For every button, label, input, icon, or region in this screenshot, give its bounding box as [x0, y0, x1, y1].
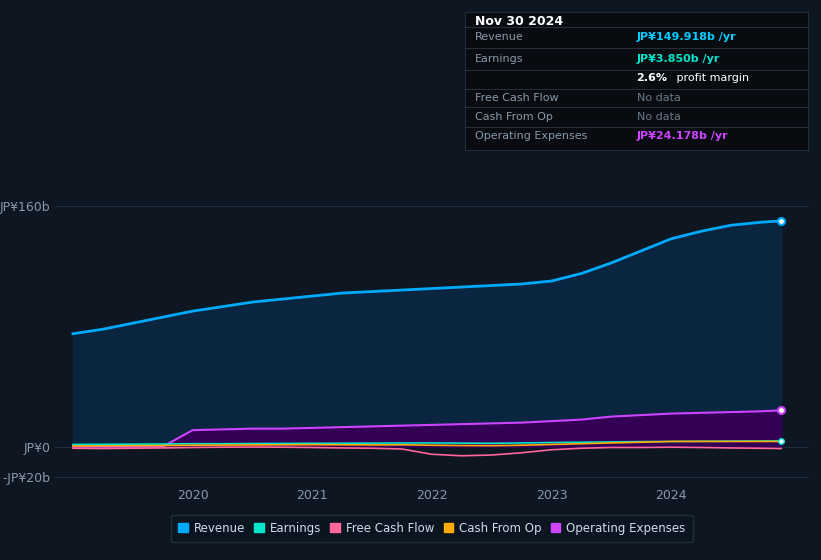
- Text: Cash From Op: Cash From Op: [475, 112, 553, 122]
- Text: JP¥149.918b /yr: JP¥149.918b /yr: [636, 32, 736, 42]
- Text: JP¥24.178b /yr: JP¥24.178b /yr: [636, 131, 728, 141]
- Text: JP¥3.850b /yr: JP¥3.850b /yr: [636, 54, 720, 64]
- Text: Revenue: Revenue: [475, 32, 524, 42]
- Text: 2.6%: 2.6%: [636, 73, 667, 83]
- Text: No data: No data: [636, 92, 681, 102]
- Text: profit margin: profit margin: [672, 73, 749, 83]
- Legend: Revenue, Earnings, Free Cash Flow, Cash From Op, Operating Expenses: Revenue, Earnings, Free Cash Flow, Cash …: [171, 515, 693, 542]
- Text: No data: No data: [636, 112, 681, 122]
- Text: Free Cash Flow: Free Cash Flow: [475, 92, 559, 102]
- Text: Nov 30 2024: Nov 30 2024: [475, 15, 563, 28]
- Text: Earnings: Earnings: [475, 54, 524, 64]
- Text: Operating Expenses: Operating Expenses: [475, 131, 588, 141]
